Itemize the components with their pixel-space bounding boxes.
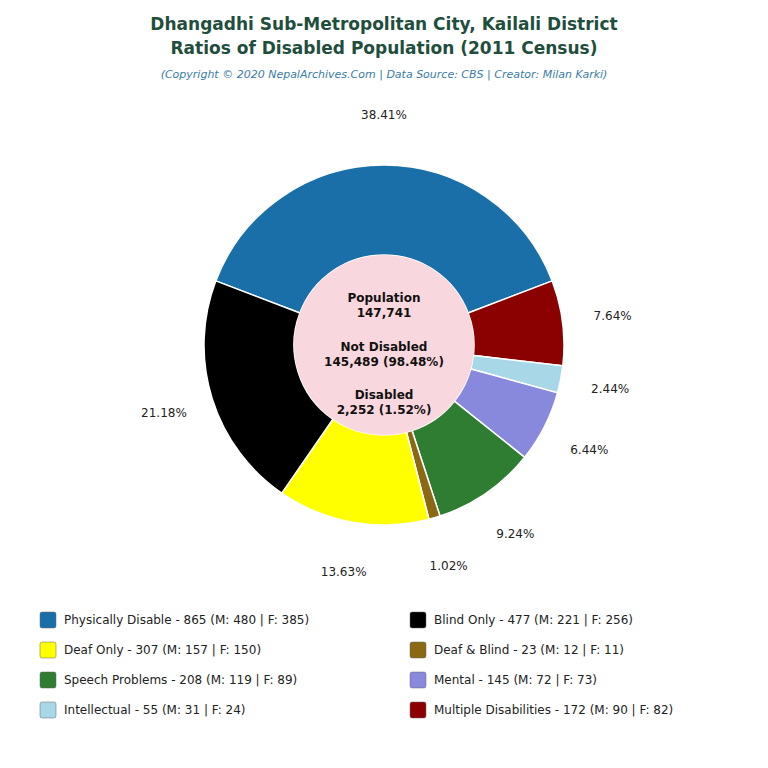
data-label: 2.44% — [591, 382, 629, 396]
legend-swatch — [40, 672, 56, 688]
legend-label: Deaf & Blind - 23 (M: 12 | F: 11) — [434, 643, 624, 657]
title-line: Ratios of Disabled Population (2011 Cens… — [171, 38, 598, 58]
background — [0, 0, 768, 768]
legend-label: Blind Only - 477 (M: 221 | F: 256) — [434, 613, 633, 627]
chart: Dhangadhi Sub-Metropolitan City, Kailali… — [0, 0, 768, 768]
data-labels: 38.41% 7.64% 2.44% 6.44% 9.24% 1.02% 13.63% 21.… — [141, 108, 632, 579]
legend-label: Deaf Only - 307 (M: 157 | F: 150) — [64, 643, 261, 657]
center-text-line: 2,252 (1.52%) — [337, 403, 432, 417]
data-label: 6.44% — [570, 443, 608, 457]
title: Dhangadhi Sub-Metropolitan City, Kailali… — [150, 14, 617, 58]
center-text: Disabled2,252 (1.52%) — [337, 388, 432, 417]
data-label: 1.02% — [430, 559, 468, 573]
slice — [216, 165, 552, 313]
center-text-line: Population — [347, 291, 420, 305]
legend-swatch — [410, 672, 426, 688]
legend-label: Speech Problems - 208 (M: 119 | F: 89) — [64, 673, 297, 687]
legend-swatch — [410, 642, 426, 658]
legend: Physically Disable - 865 (M: 480 | F: 38… — [40, 612, 673, 718]
data-label: 7.64% — [594, 309, 632, 323]
center-circle — [294, 255, 474, 435]
center-text-line: Not Disabled — [341, 340, 428, 354]
legend-swatch — [410, 612, 426, 628]
data-label: 13.63% — [321, 565, 367, 579]
legend-swatch — [40, 642, 56, 658]
legend-swatch — [40, 702, 56, 718]
center-text: Population147,741 — [347, 291, 420, 320]
data-label: 38.41% — [361, 108, 407, 122]
legend-swatch — [410, 702, 426, 718]
subtitle: (Copyright © 2020 NepalArchives.Com | Da… — [161, 68, 608, 81]
data-label: 9.24% — [496, 527, 534, 541]
legend-swatch — [40, 612, 56, 628]
center-text-line: 147,741 — [357, 306, 412, 320]
donut — [204, 165, 564, 525]
legend-label: Intellectual - 55 (M: 31 | F: 24) — [64, 703, 246, 717]
legend-label: Physically Disable - 865 (M: 480 | F: 38… — [64, 613, 309, 627]
data-label: 21.18% — [141, 406, 187, 420]
legend-label: Mental - 145 (M: 72 | F: 73) — [434, 673, 597, 687]
slice — [468, 281, 564, 366]
title-line: Dhangadhi Sub-Metropolitan City, Kailali… — [150, 14, 617, 34]
center-text-line: Disabled — [355, 388, 414, 402]
center-text-line: 145,489 (98.48%) — [324, 355, 444, 369]
center-text: Not Disabled145,489 (98.48%) — [324, 340, 444, 369]
legend-label: Multiple Disabilities - 172 (M: 90 | F: … — [434, 703, 673, 717]
